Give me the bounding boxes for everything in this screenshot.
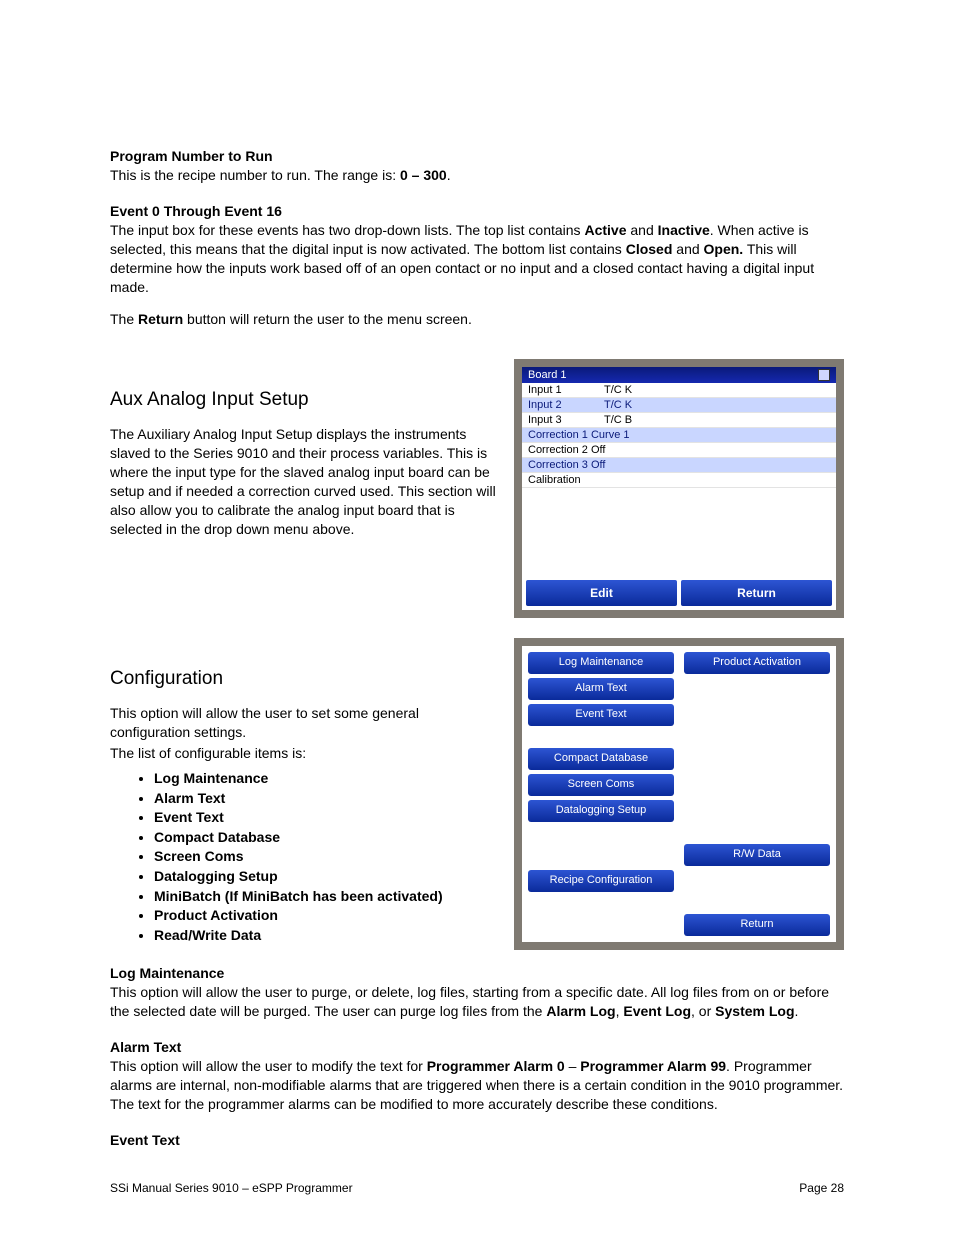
heading-alarm-text: Alarm Text bbox=[110, 1039, 844, 1055]
heading-aux-analog: Aux Analog Input Setup bbox=[110, 389, 496, 411]
config-list-item: Screen Coms bbox=[154, 847, 496, 867]
config-gap bbox=[528, 730, 674, 744]
aux-device-header-label: Board 1 bbox=[528, 369, 567, 381]
text-lm-alarm-log: Alarm Log bbox=[546, 1003, 615, 1019]
text-at-pre: This option will allow the user to modif… bbox=[110, 1058, 427, 1074]
config-list-item: Alarm Text bbox=[154, 789, 496, 809]
config-return-button[interactable]: Return bbox=[684, 914, 830, 936]
config-empty-slot bbox=[528, 844, 674, 866]
aux-row-value: T/C K bbox=[604, 399, 830, 411]
text-event-open: Open. bbox=[704, 241, 744, 257]
aux-device-header[interactable]: Board 1 bbox=[522, 367, 836, 383]
config-empty-slot bbox=[684, 748, 830, 770]
config-gap bbox=[684, 826, 830, 840]
screen-coms-button[interactable]: Screen Coms bbox=[528, 774, 674, 796]
aux-device-row[interactable]: Correction 1 Curve 1 bbox=[522, 428, 836, 443]
text-lm-system-log: System Log bbox=[715, 1003, 794, 1019]
text-event-active: Active bbox=[584, 222, 626, 238]
footer-left: SSi Manual Series 9010 – eSPP Programmer bbox=[110, 1181, 353, 1195]
text-config-list-intro: The list of configurable items is: bbox=[110, 744, 496, 763]
aux-device-row[interactable]: Calibration bbox=[522, 473, 836, 488]
config-gap bbox=[528, 896, 674, 910]
text-lm-event-log: Event Log bbox=[623, 1003, 691, 1019]
text-return-line: The Return button will return the user t… bbox=[110, 310, 844, 329]
text-event-mid1: and bbox=[626, 222, 657, 238]
aux-device-blank-area bbox=[522, 488, 836, 576]
aux-row-value: T/C B bbox=[604, 414, 830, 426]
heading-event-text: Event Text bbox=[110, 1132, 844, 1148]
text-program-number-range: 0 – 300 bbox=[400, 167, 447, 183]
aux-device-screenshot: Board 1 Input 1T/C KInput 2T/C KInput 3T… bbox=[514, 359, 844, 618]
aux-device-row[interactable]: Correction 3 Off bbox=[522, 458, 836, 473]
config-gap bbox=[684, 730, 830, 744]
edit-button[interactable]: Edit bbox=[526, 580, 677, 606]
text-program-number: This is the recipe number to run. The ra… bbox=[110, 166, 844, 185]
text-event-pre: The input box for these events has two d… bbox=[110, 222, 584, 238]
config-list-item: Event Text bbox=[154, 808, 496, 828]
config-list-item: Log Maintenance bbox=[154, 769, 496, 789]
text-program-number-post: . bbox=[447, 167, 451, 183]
aux-device-row[interactable]: Input 1T/C K bbox=[522, 383, 836, 398]
aux-device-row[interactable]: Input 2T/C K bbox=[522, 398, 836, 413]
text-at-pa99: Programmer Alarm 99 bbox=[580, 1058, 726, 1074]
aux-row-label: Input 1 bbox=[528, 384, 604, 396]
config-list-item: Datalogging Setup bbox=[154, 867, 496, 887]
datalogging-setup-button[interactable]: Datalogging Setup bbox=[528, 800, 674, 822]
text-event-mid3: and bbox=[672, 241, 703, 257]
aux-row-label: Input 2 bbox=[528, 399, 604, 411]
dropdown-icon[interactable] bbox=[818, 369, 830, 381]
text-event-section: The input box for these events has two d… bbox=[110, 221, 844, 297]
product-activation-button[interactable]: Product Activation bbox=[684, 652, 830, 674]
config-device-screenshot: Log Maintenance Product Activation Alarm… bbox=[514, 638, 844, 950]
config-items-list: Log MaintenanceAlarm TextEvent TextCompa… bbox=[154, 769, 496, 945]
config-empty-slot bbox=[684, 800, 830, 822]
page-footer: SSi Manual Series 9010 – eSPP Programmer… bbox=[110, 1181, 844, 1195]
config-empty-slot bbox=[528, 914, 674, 936]
config-empty-slot bbox=[684, 704, 830, 726]
text-event-inactive: Inactive bbox=[658, 222, 710, 238]
aux-device-row[interactable]: Input 3T/C B bbox=[522, 413, 836, 428]
config-list-item: MiniBatch (If MiniBatch has been activat… bbox=[154, 887, 496, 907]
aux-device-row[interactable]: Correction 2 Off bbox=[522, 443, 836, 458]
config-list-item: Compact Database bbox=[154, 828, 496, 848]
aux-row-label: Correction 3 Off bbox=[528, 459, 605, 471]
aux-row-label: Correction 2 Off bbox=[528, 444, 605, 456]
config-empty-slot bbox=[684, 678, 830, 700]
config-empty-slot bbox=[684, 774, 830, 796]
text-return-post: button will return the user to the menu … bbox=[183, 311, 472, 327]
recipe-configuration-button[interactable]: Recipe Configuration bbox=[528, 870, 674, 892]
rw-data-button[interactable]: R/W Data bbox=[684, 844, 830, 866]
text-alarm-text: This option will allow the user to modif… bbox=[110, 1057, 844, 1114]
return-button[interactable]: Return bbox=[681, 580, 832, 606]
text-at-dash: – bbox=[565, 1058, 581, 1074]
text-config-intro: This option will allow the user to set s… bbox=[110, 704, 496, 742]
event-text-button[interactable]: Event Text bbox=[528, 704, 674, 726]
config-gap bbox=[684, 896, 830, 910]
aux-row-label: Correction 1 Curve 1 bbox=[528, 429, 630, 441]
log-maintenance-button[interactable]: Log Maintenance bbox=[528, 652, 674, 674]
heading-program-number: Program Number to Run bbox=[110, 148, 844, 164]
text-return-pre: The bbox=[110, 311, 138, 327]
aux-row-label: Input 3 bbox=[528, 414, 604, 426]
config-list-item: Read/Write Data bbox=[154, 926, 496, 946]
config-gap bbox=[528, 826, 674, 840]
text-lm-sep2: , or bbox=[691, 1003, 715, 1019]
text-aux-paragraph: The Auxiliary Analog Input Setup display… bbox=[110, 425, 496, 538]
heading-log-maintenance: Log Maintenance bbox=[110, 965, 844, 981]
aux-row-label: Calibration bbox=[528, 474, 581, 486]
aux-row-value: T/C K bbox=[604, 384, 830, 396]
text-program-number-pre: This is the recipe number to run. The ra… bbox=[110, 167, 400, 183]
config-empty-slot bbox=[684, 870, 830, 892]
text-return-bold: Return bbox=[138, 311, 183, 327]
config-list-item: Product Activation bbox=[154, 906, 496, 926]
compact-database-button[interactable]: Compact Database bbox=[528, 748, 674, 770]
text-at-pa0: Programmer Alarm 0 bbox=[427, 1058, 565, 1074]
text-log-maintenance: This option will allow the user to purge… bbox=[110, 983, 844, 1021]
text-event-closed: Closed bbox=[626, 241, 673, 257]
footer-right: Page 28 bbox=[799, 1181, 844, 1195]
heading-configuration: Configuration bbox=[110, 668, 496, 690]
text-lm-post: . bbox=[795, 1003, 799, 1019]
alarm-text-button[interactable]: Alarm Text bbox=[528, 678, 674, 700]
heading-event-0-16: Event 0 Through Event 16 bbox=[110, 203, 844, 219]
